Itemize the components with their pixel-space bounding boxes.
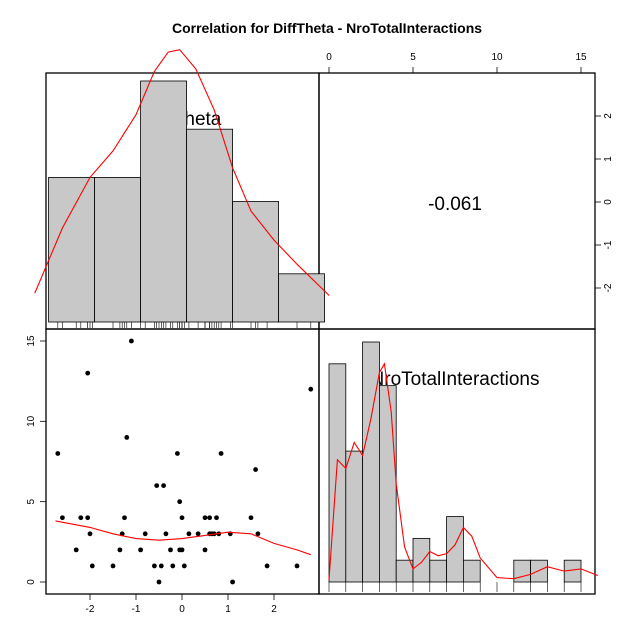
scatter-point <box>179 515 185 521</box>
panel-bottom-right <box>318 328 596 595</box>
difftheta-hist-bar <box>94 176 141 323</box>
scatter-point <box>253 467 258 472</box>
top-axis-tick-label: 15 <box>575 52 587 63</box>
right-axis-tick-label: -1 <box>603 240 614 249</box>
scatter-point <box>202 547 208 553</box>
top-axis-tick-label: 5 <box>410 52 416 63</box>
scatter-point <box>154 483 160 488</box>
scatter-point <box>73 547 79 553</box>
y-axis-tick-label: 0 <box>26 579 37 585</box>
x-axis-tick-label: -1 <box>132 604 141 615</box>
x-axis-tick-label: 2 <box>271 604 277 615</box>
scatter-point <box>161 483 167 488</box>
scatter-point <box>207 515 213 521</box>
scatter-point <box>78 515 84 521</box>
nro-hist-bar <box>412 537 431 583</box>
scatter-point <box>294 563 300 569</box>
right-axis-tick-label: -2 <box>603 283 614 292</box>
scatter-point <box>124 435 130 440</box>
nro-hist-bar <box>446 516 464 583</box>
nro-hist-bar <box>362 341 380 583</box>
scatter-point <box>158 563 164 569</box>
x-axis-tick-label: -2 <box>86 604 95 615</box>
scatter-point <box>214 515 219 521</box>
nro-hist-bar <box>462 559 481 583</box>
scatter-point <box>255 531 261 537</box>
difftheta-hist-bar <box>232 201 280 323</box>
top-axis-tick-label: 0 <box>326 52 332 63</box>
scatter-point <box>152 563 157 569</box>
y-axis-tick-label: 10 <box>26 415 37 427</box>
right-axis-tick-label: 2 <box>603 113 614 119</box>
x-axis-tick-label: 0 <box>179 604 185 615</box>
x-axis-tick-label: 1 <box>225 604 231 615</box>
scatter-point <box>60 515 65 521</box>
scatter-point <box>138 547 144 553</box>
scatter-point <box>218 451 224 456</box>
scatter-smooth-curve <box>55 520 311 556</box>
correlation-value: -0.061 <box>428 194 482 215</box>
scatter-point <box>175 451 180 456</box>
diagonal-label-nrototalinteractions: NroTotalInteractions <box>371 369 540 390</box>
chart-title: Correlation for DiffTheta - NroTotalInte… <box>172 20 482 36</box>
scatter-point <box>177 499 183 505</box>
right-axis-tick-label: 0 <box>603 199 614 205</box>
difftheta-hist-bar <box>48 176 95 323</box>
difftheta-hist-bar <box>278 273 326 323</box>
scatter-point <box>87 531 93 537</box>
difftheta-hist-bar <box>186 128 234 323</box>
scatter-point <box>264 563 270 569</box>
scatter-point <box>55 451 61 456</box>
scatter-point <box>230 579 236 585</box>
nro-density-curve <box>328 362 599 580</box>
panel-bottom-left <box>45 328 320 595</box>
scatter-point <box>168 547 173 553</box>
scatter-point <box>248 515 254 521</box>
scatter-point <box>85 515 91 521</box>
nro-hist-bar <box>345 450 363 583</box>
scatter-point <box>181 563 187 569</box>
scatter-point <box>85 370 91 376</box>
scatter-point <box>122 515 127 521</box>
y-axis-tick-label: 5 <box>26 498 37 504</box>
top-axis-tick-label: 10 <box>491 52 503 63</box>
nro-hist-bar <box>429 559 447 583</box>
scatter-point <box>110 563 116 569</box>
scatter-point <box>142 531 148 537</box>
scatter-point <box>117 547 123 553</box>
right-axis-tick-label: 1 <box>603 156 614 162</box>
y-axis-tick-label: 15 <box>26 335 37 347</box>
scatter-point <box>89 563 95 569</box>
difftheta-density-curve <box>34 49 330 296</box>
scatter-point <box>179 547 185 553</box>
difftheta-hist-bar <box>140 80 188 323</box>
scatter-point <box>156 579 162 585</box>
scatter-point <box>129 338 134 344</box>
scatter-point <box>186 531 192 537</box>
nro-hist-bar <box>378 385 397 583</box>
scatter-point <box>308 386 314 392</box>
nro-hist-bar <box>513 559 531 583</box>
scatter-point <box>195 531 201 537</box>
scatter-point <box>202 515 208 521</box>
scatter-point <box>170 563 176 569</box>
scatter-point <box>163 531 169 537</box>
